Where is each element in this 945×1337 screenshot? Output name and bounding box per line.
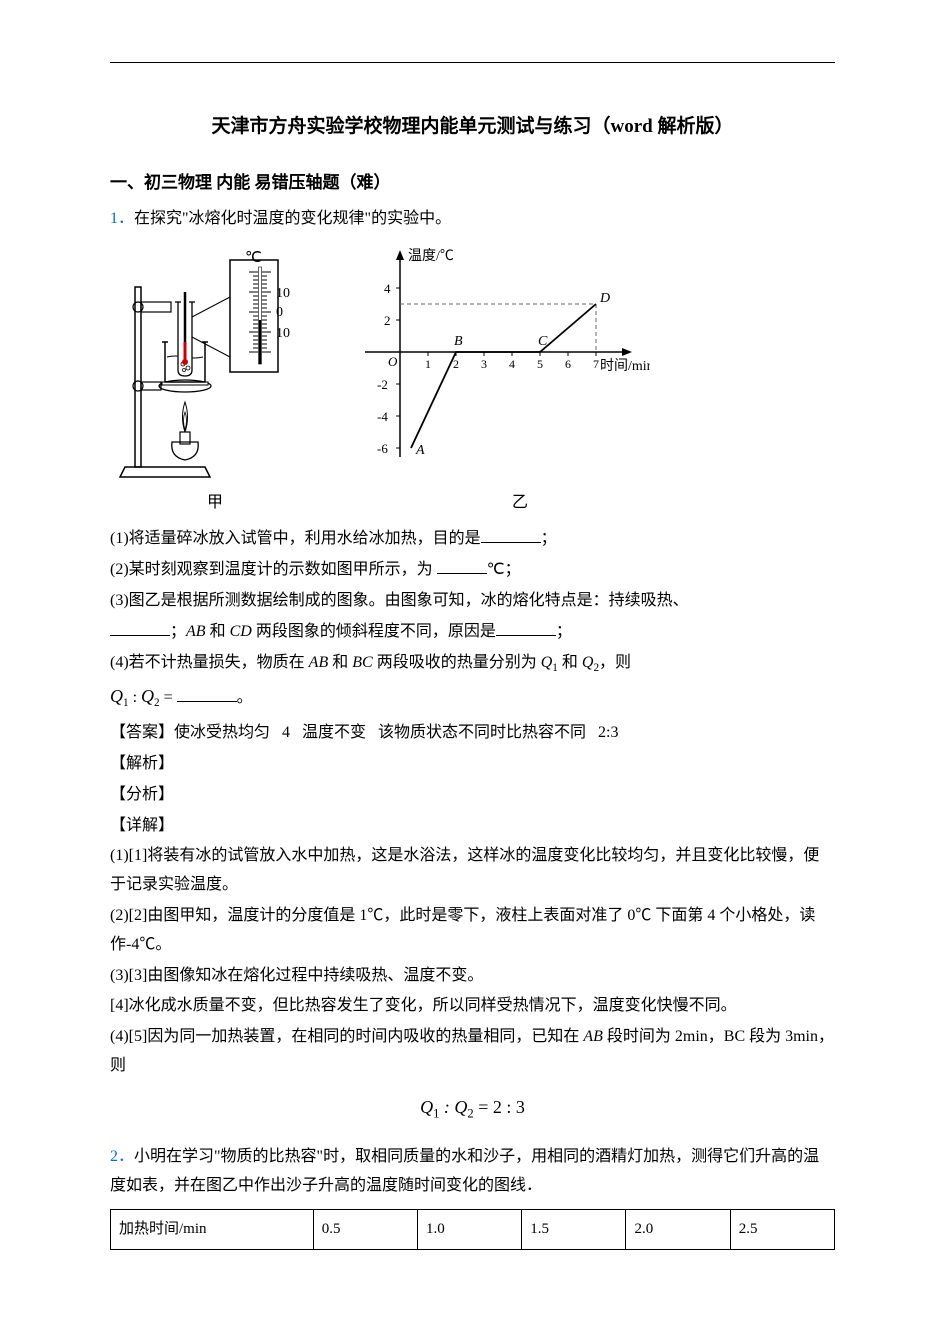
figure-row: ℃ 10 0 10 4 2 -2 -4 -6 (110, 242, 835, 487)
blank-5 (177, 684, 237, 702)
xtick-7: 7 (593, 357, 599, 371)
q1-jiexi: 【解析】 (110, 750, 835, 779)
fig-label-left: 甲 (110, 489, 320, 518)
ytick-n2: -2 (377, 377, 388, 392)
q1-d1: (1)[1]将装有冰的试管放入水中加热，这是水浴法，这样冰的温度变化比较均匀，并… (110, 842, 835, 900)
q1-sub2: (2)某时刻观察到温度计的示数如图甲所示，为 ℃； (110, 556, 835, 585)
q1-number: 1． (110, 210, 134, 227)
q1-d5: (4)[5]因为同一加热装置，在相同的时间内吸收的热量相同，已知在 AB 段时间… (110, 1023, 835, 1081)
table-cell: 2.5 (730, 1209, 834, 1249)
q1-formula-center: Q1 : Q2 = 2 : 3 (110, 1091, 835, 1125)
table-row: 加热时间/min 0.5 1.0 1.5 2.0 2.5 (111, 1209, 835, 1249)
figure-labels: 甲 乙 (110, 489, 610, 518)
q1-stem: 在探究"冰熔化时温度的变化规律"的实验中。 (134, 210, 451, 227)
blank-3 (110, 618, 170, 636)
ytick-4: 4 (384, 281, 391, 296)
blank-2 (437, 557, 487, 575)
fig-label-right: 乙 (320, 489, 610, 518)
point-a: A (415, 443, 425, 458)
q1-answer: 【答案】使冰受热均匀 4 温度不变 该物质状态不同时比热容不同 2:3 (110, 719, 835, 748)
section-heading: 一、初三物理 内能 易错压轴题（难） (110, 168, 835, 199)
q1-d4: [4]冰化成水质量不变，但比热容发生了变化，所以同样受热情况下，温度变化快慢不同… (110, 992, 835, 1021)
q1-sub4: (4)若不计热量损失，物质在 AB 和 BC 两段吸收的热量分别为 Q1 和 Q… (110, 649, 835, 678)
q1-fenxi: 【分析】 (110, 781, 835, 810)
scale-top-label: 10 (276, 286, 290, 301)
xtick-6: 6 (565, 357, 571, 371)
xtick-1: 1 (425, 357, 431, 371)
ytick-n6: -6 (377, 441, 388, 456)
q1-sub1: (1)将适量碎冰放入试管中，利用水给冰加热，目的是； (110, 525, 835, 554)
xtick-2: 2 (453, 357, 459, 371)
point-b: B (454, 334, 463, 349)
scale-unit: ℃ (245, 250, 262, 266)
q1-sub3-l1: (3)图乙是根据所测数据绘制成的图象。由图象可知，冰的熔化特点是：持续吸热、 (110, 587, 835, 616)
q1-formula: Q1 : Q2 = 。 (110, 680, 835, 713)
q1-xiangjie: 【详解】 (110, 812, 835, 841)
blank-4 (496, 618, 556, 636)
q1-stem-line: 1．在探究"冰熔化时温度的变化规律"的实验中。 (110, 205, 835, 234)
q2-table: 加热时间/min 0.5 1.0 1.5 2.0 2.5 (110, 1209, 835, 1250)
q1-d2: (2)[2]由图甲知，温度计的分度值是 1℃，此时是零下，液柱上表面对准了 0℃… (110, 902, 835, 960)
scale-zero: 0 (276, 305, 283, 320)
q2-number: 2． (110, 1148, 134, 1165)
xtick-4: 4 (509, 357, 515, 371)
point-d: D (599, 291, 610, 306)
blank-1 (481, 526, 541, 544)
y-axis-label: 温度/℃ (408, 248, 454, 264)
q2-stem: 小明在学习"物质的比热容"时，取相同质量的水和沙子，用相同的酒精灯加热，测得它们… (110, 1148, 819, 1194)
q1-d3: (3)[3]由图像知冰在熔化过程中持续吸热、温度不变。 (110, 962, 835, 991)
melting-chart: 4 2 -2 -4 -6 1 2 3 4 5 6 7 O 温度/℃ 时间/min (350, 242, 650, 472)
x-axis-label: 时间/min (600, 358, 650, 374)
scale-bottom-label: 10 (276, 326, 290, 341)
table-cell: 2.0 (626, 1209, 730, 1249)
doc-title: 天津市方舟实验学校物理内能单元测试与练习（word 解析版） (110, 110, 835, 144)
table-header: 加热时间/min (111, 1209, 314, 1249)
ytick-2: 2 (384, 313, 391, 328)
xtick-3: 3 (481, 357, 487, 371)
point-c: C (538, 334, 548, 349)
table-cell: 1.5 (522, 1209, 626, 1249)
origin-label: O (388, 354, 398, 369)
table-cell: 0.5 (313, 1209, 417, 1249)
q1-sub3-l2: ；AB 和 CD 两段图象的倾斜程度不同，原因是； (110, 618, 835, 647)
table-cell: 1.0 (417, 1209, 521, 1249)
xtick-5: 5 (537, 357, 543, 371)
q2-stem-line: 2．小明在学习"物质的比热容"时，取相同质量的水和沙子，用相同的酒精灯加热，测得… (110, 1143, 835, 1201)
top-divider (110, 62, 835, 63)
ytick-n4: -4 (377, 409, 388, 424)
apparatus-figure: ℃ 10 0 10 (110, 242, 320, 487)
